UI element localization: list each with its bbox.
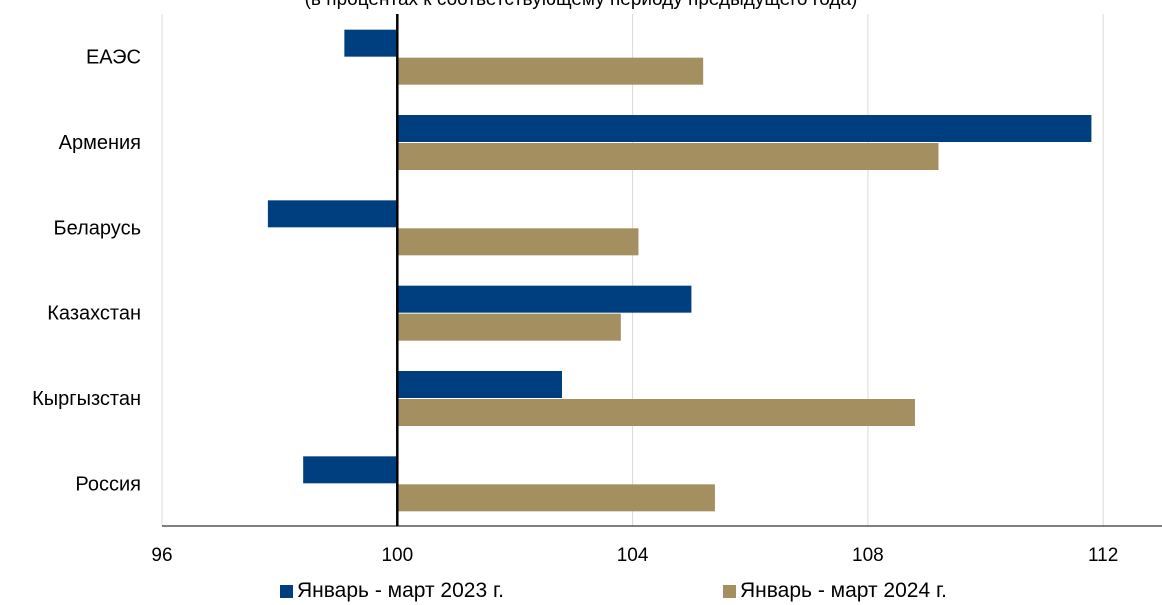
bar-1-series-1: [397, 143, 939, 170]
bar-3-series-1: [397, 313, 621, 341]
legend-item-2023: Январь - март 2023 г.: [280, 579, 504, 603]
legend: Январь - март 2023 г. Январь - март 2024…: [0, 579, 1162, 605]
chart-title: (в процентах к соответствующему периоду …: [0, 0, 1162, 11]
legend-item-2024: Январь - март 2024 г.: [723, 579, 947, 603]
legend-label-2023: Январь - март 2023 г.: [297, 579, 504, 602]
x-tick-labels: 96 100 104 108 112: [151, 545, 1118, 566]
grid-lines: [161, 14, 1104, 526]
category-label-4: Кыргызстан: [32, 388, 141, 410]
category-label-2: Беларусь: [54, 217, 141, 239]
bar-5-series-0: [303, 456, 398, 484]
category-label-3: Казахстан: [47, 303, 141, 325]
bar-2-series-1: [397, 228, 639, 256]
x-tick-label-104: 104: [617, 545, 649, 566]
x-tick-label-108: 108: [852, 545, 884, 566]
category-labels: ЕАЭС Армения Беларусь Казахстан Кыргызстан Ро…: [32, 47, 141, 496]
bar-chart: ЕАЭС Армения Беларусь Казахстан Кыргызстан Ро…: [32, 14, 1162, 566]
bar-3-series-0: [397, 285, 692, 313]
bar-2-series-0: [267, 200, 398, 228]
axes: [162, 14, 1162, 527]
bars: [267, 29, 1092, 512]
category-label-5: Россия: [75, 473, 141, 495]
legend-label-2024: Январь - март 2024 г.: [740, 579, 947, 602]
bar-5-series-1: [397, 484, 715, 512]
bar-1-series-0: [397, 115, 1092, 142]
bar-0-series-0: [344, 29, 398, 57]
category-label-0: ЕАЭС: [86, 47, 141, 69]
x-tick-label-96: 96: [151, 545, 172, 566]
category-label-1: Армения: [59, 132, 141, 154]
legend-swatch-2023: [280, 584, 293, 598]
bar-0-series-1: [397, 57, 704, 85]
bar-4-series-0: [397, 371, 562, 398]
bar-4-series-1: [397, 399, 915, 426]
legend-swatch-2024: [723, 584, 736, 598]
x-tick-label-100: 100: [381, 545, 413, 566]
x-tick-label-112: 112: [1088, 545, 1118, 566]
